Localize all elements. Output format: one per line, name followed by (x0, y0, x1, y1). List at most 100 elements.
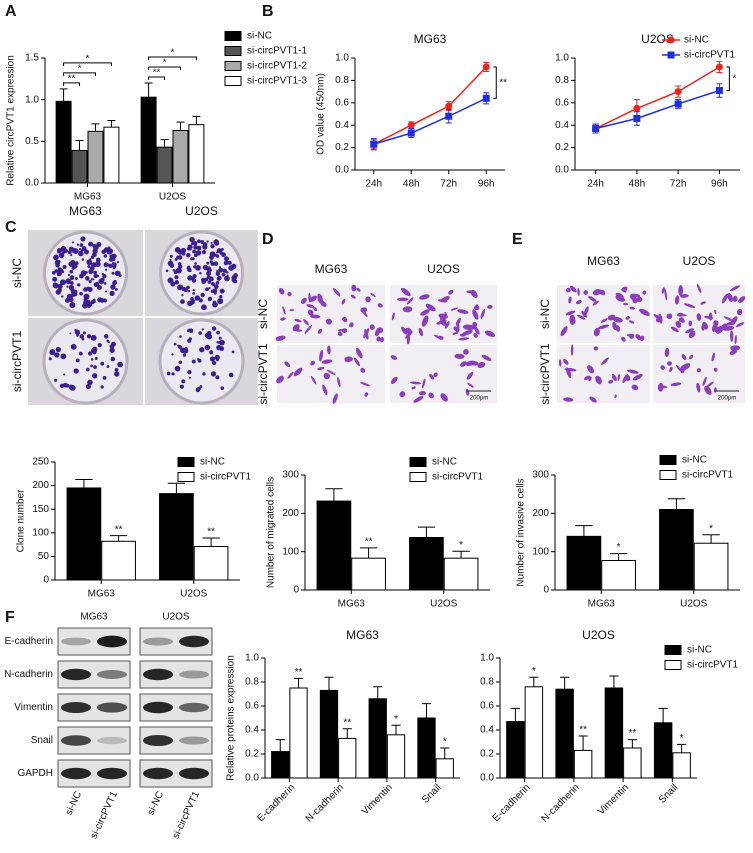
cell (284, 361, 291, 368)
marker (715, 63, 723, 71)
cell (601, 318, 608, 323)
bar (524, 686, 544, 779)
colony (64, 298, 70, 303)
error-bar (575, 525, 593, 537)
cell (455, 317, 461, 326)
x-tick-label: 96h (711, 179, 728, 190)
row-label: Vimentin (14, 702, 53, 713)
row-label: si-NC (256, 299, 270, 329)
cell (696, 382, 701, 393)
y-tick-label: 0.4 (335, 120, 349, 131)
colony (98, 278, 105, 285)
colony (205, 287, 209, 292)
bar (351, 557, 386, 591)
significance: ** (115, 524, 123, 535)
cell (601, 357, 609, 365)
legend-swatch (177, 472, 195, 482)
blot-band (61, 735, 91, 746)
cell (342, 316, 348, 323)
colony (117, 361, 123, 368)
x-tick-label: 72h (670, 179, 687, 190)
colony (210, 371, 217, 377)
line (373, 97, 487, 145)
cell (401, 287, 411, 297)
cell (674, 295, 680, 305)
legend-label: si-NC (687, 645, 712, 656)
cell (332, 393, 338, 404)
colony (187, 370, 192, 375)
cell (583, 290, 588, 295)
colony (187, 267, 192, 273)
cell (310, 360, 316, 366)
colony (103, 254, 108, 258)
cell (597, 290, 606, 295)
colony (210, 241, 213, 245)
y-tick-label: 0.0 (25, 178, 39, 189)
error-bar (373, 686, 383, 699)
colony (214, 284, 219, 289)
cell (704, 315, 714, 319)
x-tick-label: U2OS (180, 589, 208, 600)
cell (480, 308, 486, 319)
legend-label: si-circPVT1 (432, 472, 484, 483)
cell (411, 386, 416, 390)
colony (59, 279, 66, 286)
colony (185, 252, 191, 258)
y-tick-label: 0.2 (245, 749, 259, 760)
y-tick-label: 0.6 (555, 97, 569, 108)
column-label: U2OS (683, 254, 716, 268)
significance: * (532, 666, 536, 677)
y-tick-label: 1.0 (335, 53, 349, 64)
x-tick-label: MG63 (588, 599, 616, 610)
colony (103, 334, 109, 339)
marker (482, 63, 490, 71)
bar (66, 487, 102, 581)
y-tick-label: 150 (32, 504, 49, 515)
significance-bracket (493, 66, 497, 99)
cell (280, 317, 286, 321)
error-bar (676, 743, 687, 753)
cell (664, 288, 668, 301)
significance: ** (207, 527, 215, 538)
colony (86, 367, 90, 372)
cell (323, 372, 330, 379)
cell (484, 330, 496, 338)
colony (61, 295, 64, 298)
colony (201, 328, 204, 331)
colony (215, 375, 220, 380)
cell (310, 314, 321, 319)
legend-swatch (659, 470, 677, 480)
cell (355, 347, 363, 359)
bar (417, 717, 436, 779)
error-bar (75, 140, 84, 151)
cell (466, 371, 474, 380)
colony (174, 280, 179, 285)
colony (54, 352, 60, 358)
x-tick-label: 24h (587, 179, 604, 190)
marker (674, 100, 682, 108)
colony (193, 265, 197, 269)
significance-bracket (148, 76, 166, 80)
cell (457, 309, 469, 314)
x-tick-label: N-cadherin (304, 782, 346, 824)
cell (467, 382, 474, 388)
y-tick-label: 100 (282, 546, 299, 557)
bar (506, 721, 525, 779)
colony (83, 249, 89, 255)
colony (173, 342, 177, 346)
cell (319, 349, 324, 362)
blot-band (97, 670, 127, 679)
marker (482, 94, 490, 102)
bar (409, 536, 444, 591)
colony (171, 372, 175, 376)
cell (607, 314, 616, 321)
significance: ** (343, 717, 351, 728)
y-tick-label: 0.0 (555, 165, 569, 176)
error-bar (192, 115, 201, 125)
legend-label: si-NC (200, 457, 225, 468)
colony (185, 287, 188, 290)
row-label: si-circPVT1 (256, 343, 270, 405)
colony (110, 284, 116, 290)
cell (705, 381, 714, 388)
cell (433, 334, 444, 340)
